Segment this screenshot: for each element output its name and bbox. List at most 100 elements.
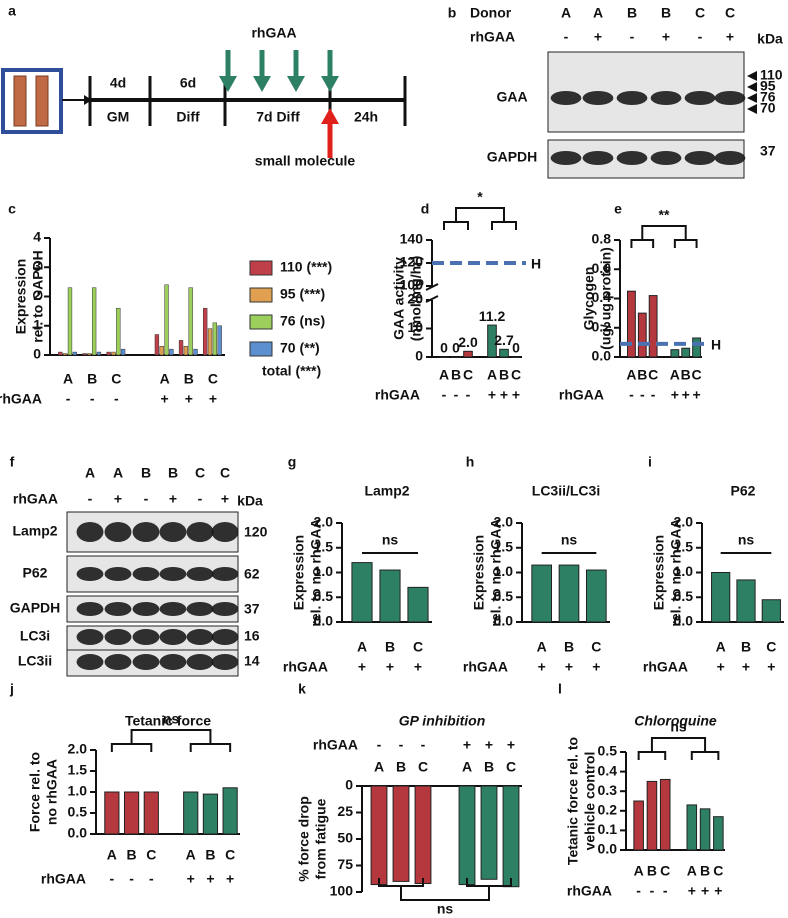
band: [76, 522, 104, 542]
bar: [648, 295, 658, 358]
row-label: GAPDH: [487, 149, 538, 165]
bar: [531, 564, 553, 623]
treatment-sign: +: [662, 29, 670, 45]
band: [650, 91, 682, 105]
bar: [178, 340, 184, 356]
kda-label: 95: [760, 78, 776, 94]
row-label: GAA: [496, 89, 527, 105]
label: Donor: [470, 5, 512, 21]
bar: [487, 324, 497, 358]
treatment-arrow-head: [321, 76, 339, 92]
chart-title: Lamp2: [364, 483, 409, 499]
y-tick-label: 1.5: [494, 538, 514, 554]
row-label: rhGAA: [567, 883, 612, 899]
x-tick-label: B: [87, 371, 97, 387]
kda-label: 70: [760, 100, 776, 116]
bar: [686, 804, 698, 851]
treatment-sign: +: [488, 387, 496, 403]
treatment-arrow-head: [253, 76, 271, 92]
y-tick-label: 0: [415, 348, 423, 364]
band: [650, 151, 682, 165]
x-tick-label: C: [225, 847, 235, 863]
x-tick-label: C: [418, 759, 428, 775]
legend-note: total (***): [262, 363, 321, 379]
bar: [370, 785, 388, 886]
treatment-sign: +: [114, 491, 122, 507]
treatment-sign: +: [726, 29, 734, 45]
x-tick-label: B: [741, 639, 751, 655]
y-tick-label: 75: [337, 856, 353, 872]
x-tick-label: A: [537, 639, 547, 655]
bar: [202, 793, 219, 835]
label: rhGAA: [251, 25, 296, 41]
y-tick-label: 10: [407, 319, 423, 335]
chart-title: Tetanic force: [125, 713, 211, 729]
y-axis-label: (ug/ ug protein): [598, 247, 614, 350]
bar: [351, 562, 373, 623]
legend-swatch: [249, 260, 273, 276]
y-tick-label: 0.0: [592, 348, 612, 364]
y-tick-label: 2.0: [314, 514, 334, 530]
reference-label: H: [531, 256, 541, 272]
y-axis-label: (nmol/mg/hr): [408, 256, 424, 342]
y-tick-label: 0.0: [674, 613, 694, 629]
x-tick-label: B: [385, 639, 395, 655]
annotation: ns: [561, 532, 578, 548]
x-tick-label: C: [511, 367, 521, 383]
reference-label: H: [711, 337, 721, 353]
kda-label: 14: [244, 653, 260, 669]
bar: [392, 785, 410, 882]
panel-letter: f: [10, 454, 15, 470]
x-tick-label: C: [208, 371, 218, 387]
band: [104, 522, 132, 542]
band: [76, 567, 104, 581]
y-tick-label: 0.4: [592, 289, 612, 305]
y-tick-label: 0.5: [68, 804, 88, 820]
culture-box: [1, 68, 63, 134]
annotation: *: [477, 189, 483, 205]
value-label: 2.7: [494, 332, 514, 348]
treatment-arrow-head: [219, 76, 237, 92]
band: [104, 629, 132, 645]
label: rhGAA: [470, 29, 515, 45]
treatment-sign: -: [88, 491, 93, 507]
band: [684, 151, 716, 165]
row-label: LC3i: [20, 628, 50, 644]
chart-title: LC3ii/LC3i: [532, 483, 600, 499]
band: [104, 567, 132, 581]
treatment-sign: +: [592, 659, 600, 675]
value-label: 0: [512, 340, 520, 356]
value-label: 11.2: [479, 308, 506, 324]
treatment-sign: -: [564, 29, 569, 45]
treatment-sign: -: [630, 29, 635, 45]
y-tick-label: 120: [400, 254, 424, 270]
bar: [681, 347, 691, 358]
x-tick-label: B: [564, 639, 574, 655]
y-axis-label: from fatigue: [313, 798, 329, 879]
treatment-sign: +: [767, 659, 775, 675]
panel-letter: i: [648, 454, 652, 470]
y-tick-label: 2.0: [68, 741, 88, 757]
y-tick-label: 0.0: [68, 825, 88, 841]
y-axis-label: no rhGAA: [44, 759, 60, 825]
bar: [203, 307, 208, 356]
y-tick-label: 0.4: [598, 762, 618, 778]
kda-label: 76: [760, 89, 776, 105]
lane-label: B: [627, 5, 637, 21]
treatment-sign: -: [66, 391, 71, 407]
treatment-sign: +: [386, 659, 394, 675]
band: [132, 654, 160, 670]
bar: [183, 791, 199, 835]
annotation: ns: [382, 532, 399, 548]
value-label: 0: [452, 340, 460, 356]
fiber: [35, 75, 49, 127]
treatment-sign: -: [110, 871, 115, 887]
chart-title: P62: [731, 483, 756, 499]
treatment-sign: +: [688, 883, 696, 899]
label: kDa: [237, 493, 263, 509]
x-tick-label: B: [127, 847, 137, 863]
label: GM: [107, 109, 130, 125]
row-label: rhGAA: [0, 391, 42, 407]
x-tick-label: B: [681, 367, 691, 383]
y-tick-label: 0: [33, 346, 41, 362]
